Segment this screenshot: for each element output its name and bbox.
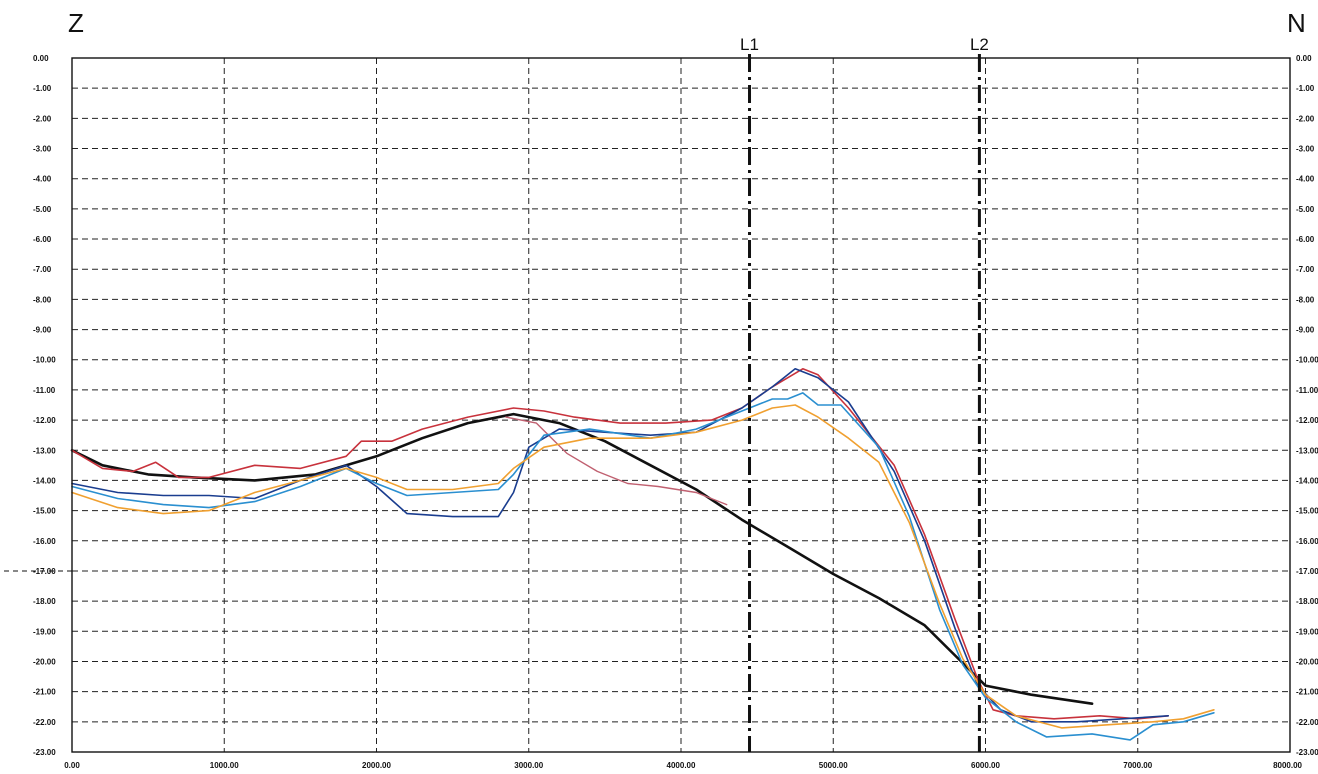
y-tick-label-left: -12.00 (33, 416, 56, 425)
y-tick-label-right: -16.00 (1296, 537, 1318, 546)
x-tick-label: 7000.00 (1123, 761, 1152, 770)
x-tick-label: 3000.00 (514, 761, 543, 770)
marker-label-l2: L2 (970, 35, 989, 54)
y-tick-label-left: -13.00 (33, 446, 56, 455)
y-tick-label-left: -7.00 (33, 265, 52, 274)
y-tick-label-right: -14.00 (1296, 476, 1318, 485)
x-tick-label: 0.00 (64, 761, 80, 770)
x-tick-label: 4000.00 (667, 761, 696, 770)
y-tick-label-left: -4.00 (33, 175, 52, 184)
x-tick-label: 8000.00 (1273, 761, 1302, 770)
y-tick-label-right: -1.00 (1296, 84, 1315, 93)
corner-label-left: Z (68, 8, 84, 38)
x-tick-label: 6000.00 (971, 761, 1000, 770)
x-tick-label: 5000.00 (819, 761, 848, 770)
reference-markers: L1 L2 (740, 35, 989, 752)
y-tick-label-right: -3.00 (1296, 145, 1315, 154)
corner-label-right: N (1287, 8, 1306, 38)
y-tick-label-right: -9.00 (1296, 326, 1315, 335)
series-line-1 (70, 412, 1094, 706)
series-line-3 (505, 416, 728, 506)
grid (72, 58, 1290, 752)
y-tick-label-right: -13.00 (1296, 446, 1318, 455)
y-tick-label-left: -14.00 (33, 476, 56, 485)
series-line-6 (71, 404, 1215, 729)
y-tick-label-left: 0.00 (33, 54, 49, 63)
y-tick-label-right: -21.00 (1296, 688, 1318, 697)
y-tick-label-left: -11.00 (33, 386, 56, 395)
y-tick-label-right: -8.00 (1296, 295, 1315, 304)
y-tick-label-right: -11.00 (1296, 386, 1318, 395)
y-tick-label-right: -15.00 (1296, 507, 1318, 516)
axis-ticks: 0.00 0.00 -1.00 -1.00 -2.00 -2.00 -3.00 -3.00 -4… (33, 54, 1318, 770)
plot-frame (71, 57, 1291, 753)
y-tick-label-right: -23.00 (1296, 748, 1318, 757)
y-tick-label-left: -1.00 (33, 84, 52, 93)
y-tick-label-left: -23.00 (33, 748, 56, 757)
y-tick-label-left: -6.00 (33, 235, 52, 244)
y-tick-label-right: 0.00 (1296, 54, 1312, 63)
y-tick-label-left: -9.00 (33, 326, 52, 335)
y-tick-label-left: -16.00 (33, 537, 56, 546)
y-tick-label-left: -21.00 (33, 688, 56, 697)
y-tick-label-right: -10.00 (1296, 356, 1318, 365)
series-line-4 (71, 367, 1169, 723)
y-tick-label-left: -19.00 (33, 627, 56, 636)
y-tick-label-left: -20.00 (33, 657, 56, 666)
y-tick-label-right: -22.00 (1296, 718, 1318, 727)
x-tick-label: 1000.00 (210, 761, 239, 770)
series-line-5 (71, 392, 1215, 741)
marker-label-l1: L1 (740, 35, 759, 54)
y-tick-label-right: -19.00 (1296, 627, 1318, 636)
y-tick-label-left: -8.00 (33, 295, 52, 304)
series-line-2 (71, 367, 1169, 720)
y-tick-label-right: -18.00 (1296, 597, 1318, 606)
y-tick-label-left: -18.00 (33, 597, 56, 606)
x-tick-label: 2000.00 (362, 761, 391, 770)
y-tick-label-right: -2.00 (1296, 114, 1315, 123)
y-tick-label-left: -5.00 (33, 205, 52, 214)
y-tick-label-right: -4.00 (1296, 175, 1315, 184)
y-tick-label-left: -15.00 (33, 507, 56, 516)
y-tick-label-right: -12.00 (1296, 416, 1318, 425)
y-tick-label-right: -5.00 (1296, 205, 1315, 214)
y-tick-label-left: -22.00 (33, 718, 56, 727)
y-tick-label-right: -6.00 (1296, 235, 1315, 244)
y-tick-label-left: -10.00 (33, 356, 56, 365)
y-tick-label-left: -3.00 (33, 145, 52, 154)
series-lines (70, 367, 1215, 741)
y-tick-label-right: -7.00 (1296, 265, 1315, 274)
y-tick-label-left: -2.00 (33, 114, 52, 123)
y-tick-label-right: -20.00 (1296, 657, 1318, 666)
y-tick-label-right: -17.00 (1296, 567, 1318, 576)
